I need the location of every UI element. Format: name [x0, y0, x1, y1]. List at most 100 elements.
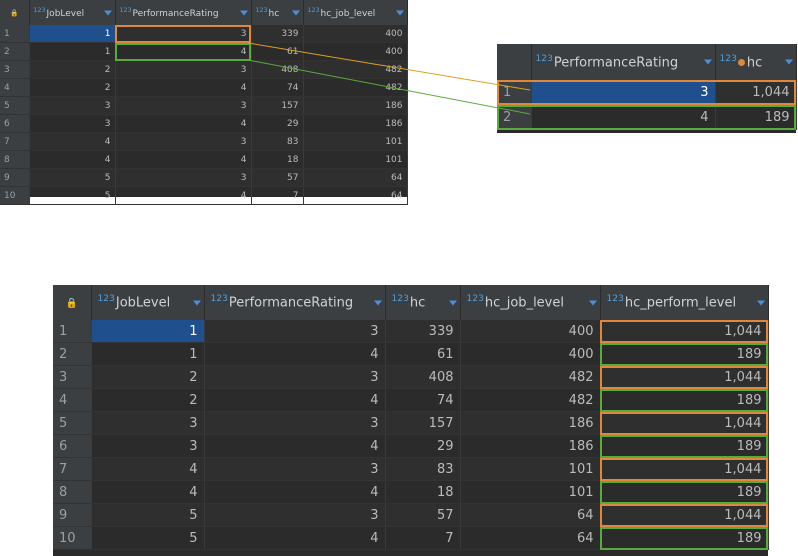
- cell-performancerating[interactable]: 4: [115, 150, 252, 169]
- cell-joblevel[interactable]: 4: [91, 480, 205, 504]
- cell-performancerating[interactable]: 3: [531, 80, 716, 105]
- column-header-joblevel[interactable]: 123JobLevel: [29, 0, 116, 25]
- row-number[interactable]: 10: [0, 186, 30, 205]
- table-row[interactable]: 9 5 3 57 64: [0, 168, 408, 187]
- table-row[interactable]: 8 4 4 18 101: [0, 150, 408, 169]
- cell-hc-job-level[interactable]: 400: [303, 42, 408, 61]
- cell-performancerating[interactable]: 3: [115, 168, 252, 187]
- cell-hc-job-level[interactable]: 101: [460, 480, 601, 504]
- cell-hc[interactable]: 18: [385, 480, 461, 504]
- cell-hc-job-level[interactable]: 400: [303, 25, 408, 43]
- cell-joblevel[interactable]: 3: [29, 96, 116, 115]
- cell-hc-perform-level[interactable]: 1,044: [600, 365, 769, 389]
- sort-arrow-icon[interactable]: [395, 10, 404, 15]
- cell-hc-job-level[interactable]: 64: [460, 526, 601, 550]
- cell-hc-perform-level[interactable]: 1,044: [600, 411, 769, 435]
- cell-joblevel[interactable]: 1: [91, 342, 205, 366]
- cell-hc-perform-level[interactable]: 189: [600, 480, 769, 504]
- cell-hc-job-level[interactable]: 186: [460, 434, 601, 458]
- table-row[interactable]: 7 4 3 83 101 1,044: [53, 457, 769, 481]
- cell-hc[interactable]: 7: [385, 526, 461, 550]
- cell-performancerating[interactable]: 4: [204, 388, 386, 412]
- cell-performancerating[interactable]: 4: [115, 186, 252, 205]
- cell-hc-job-level[interactable]: 101: [303, 132, 408, 151]
- table-row[interactable]: 7 4 3 83 101: [0, 132, 408, 151]
- row-number[interactable]: 2: [0, 42, 30, 61]
- sort-arrow-icon[interactable]: [703, 59, 712, 65]
- sort-arrow-icon[interactable]: [448, 300, 457, 305]
- cell-performancerating[interactable]: 3: [204, 457, 386, 481]
- cell-performancerating[interactable]: 3: [204, 365, 386, 389]
- cell-hc[interactable]: 83: [385, 457, 461, 481]
- grid-corner[interactable]: 🔒: [0, 0, 30, 25]
- cell-joblevel[interactable]: 1: [29, 25, 116, 43]
- grid-corner[interactable]: 🔒: [53, 285, 92, 320]
- sort-arrow-icon[interactable]: [373, 300, 382, 305]
- sort-arrow-icon[interactable]: [588, 300, 597, 305]
- cell-hc-job-level[interactable]: 101: [460, 457, 601, 481]
- table-row[interactable]: 4 2 4 74 482: [0, 78, 408, 97]
- table-row[interactable]: 1 1 3 339 400 1,044: [53, 320, 769, 343]
- cell-hc[interactable]: 61: [385, 342, 461, 366]
- row-number[interactable]: 3: [0, 60, 30, 79]
- row-number[interactable]: 9: [0, 168, 30, 187]
- table-row[interactable]: 2 4 189: [497, 104, 797, 130]
- table-row[interactable]: 2 1 4 61 400 189: [53, 342, 769, 366]
- cell-hc-perform-level[interactable]: 189: [600, 342, 769, 366]
- cell-performancerating[interactable]: 4: [531, 104, 716, 130]
- cell-hc[interactable]: 408: [251, 60, 304, 79]
- sort-arrow-icon[interactable]: [103, 10, 112, 15]
- cell-hc[interactable]: 18: [251, 150, 304, 169]
- table-row[interactable]: 4 2 4 74 482 189: [53, 388, 769, 412]
- cell-hc-job-level[interactable]: 400: [460, 342, 601, 366]
- cell-performancerating[interactable]: 4: [204, 342, 386, 366]
- cell-performancerating[interactable]: 3: [115, 96, 252, 115]
- row-number[interactable]: 5: [53, 411, 92, 435]
- row-number[interactable]: 7: [53, 457, 92, 481]
- cell-hc[interactable]: 7: [251, 186, 304, 205]
- cell-hc-perform-level[interactable]: 1,044: [600, 457, 769, 481]
- table-row[interactable]: 5 3 3 157 186 1,044: [53, 411, 769, 435]
- cell-joblevel[interactable]: 5: [91, 503, 205, 527]
- column-header-hc[interactable]: 123hc: [251, 0, 304, 25]
- row-number[interactable]: 1: [497, 80, 532, 105]
- table-row[interactable]: 1 1 3 339 400: [0, 25, 408, 43]
- cell-joblevel[interactable]: 2: [91, 388, 205, 412]
- row-number[interactable]: 2: [53, 342, 92, 366]
- column-header-hc-job-level[interactable]: 123hc_job_level: [303, 0, 408, 25]
- cell-hc[interactable]: 339: [251, 25, 304, 43]
- cell-performancerating[interactable]: 4: [115, 114, 252, 133]
- cell-hc[interactable]: 157: [251, 96, 304, 115]
- sort-arrow-icon[interactable]: [192, 300, 201, 305]
- sort-arrow-icon[interactable]: [784, 59, 793, 65]
- row-number[interactable]: 6: [53, 434, 92, 458]
- cell-joblevel[interactable]: 2: [29, 60, 116, 79]
- sort-arrow-icon[interactable]: [291, 10, 300, 15]
- row-number[interactable]: 5: [0, 96, 30, 115]
- cell-hc[interactable]: 339: [385, 320, 461, 343]
- cell-hc-job-level[interactable]: 482: [303, 78, 408, 97]
- cell-joblevel[interactable]: 2: [91, 365, 205, 389]
- cell-performancerating[interactable]: 4: [204, 434, 386, 458]
- row-number[interactable]: 8: [0, 150, 30, 169]
- cell-hc[interactable]: 157: [385, 411, 461, 435]
- cell-hc-job-level[interactable]: 482: [303, 60, 408, 79]
- row-number[interactable]: 4: [0, 78, 30, 97]
- column-header-joblevel[interactable]: 123JobLevel: [91, 285, 205, 320]
- row-number[interactable]: 9: [53, 503, 92, 527]
- row-number[interactable]: 1: [0, 25, 30, 43]
- cell-hc[interactable]: 29: [251, 114, 304, 133]
- cell-joblevel[interactable]: 5: [29, 168, 116, 187]
- column-header-performancerating[interactable]: 123PerformanceRating: [204, 285, 386, 320]
- cell-performancerating[interactable]: 3: [115, 25, 252, 43]
- cell-hc-job-level[interactable]: 186: [460, 411, 601, 435]
- cell-hc[interactable]: 57: [385, 503, 461, 527]
- cell-joblevel[interactable]: 2: [29, 78, 116, 97]
- cell-joblevel[interactable]: 5: [29, 186, 116, 205]
- sort-arrow-icon[interactable]: [239, 10, 248, 15]
- cell-joblevel[interactable]: 3: [29, 114, 116, 133]
- cell-hc-perform-level[interactable]: 1,044: [600, 320, 769, 343]
- cell-joblevel[interactable]: 4: [91, 457, 205, 481]
- cell-hc-job-level[interactable]: 64: [303, 168, 408, 187]
- table-row[interactable]: 10 5 4 7 64 189: [53, 526, 769, 550]
